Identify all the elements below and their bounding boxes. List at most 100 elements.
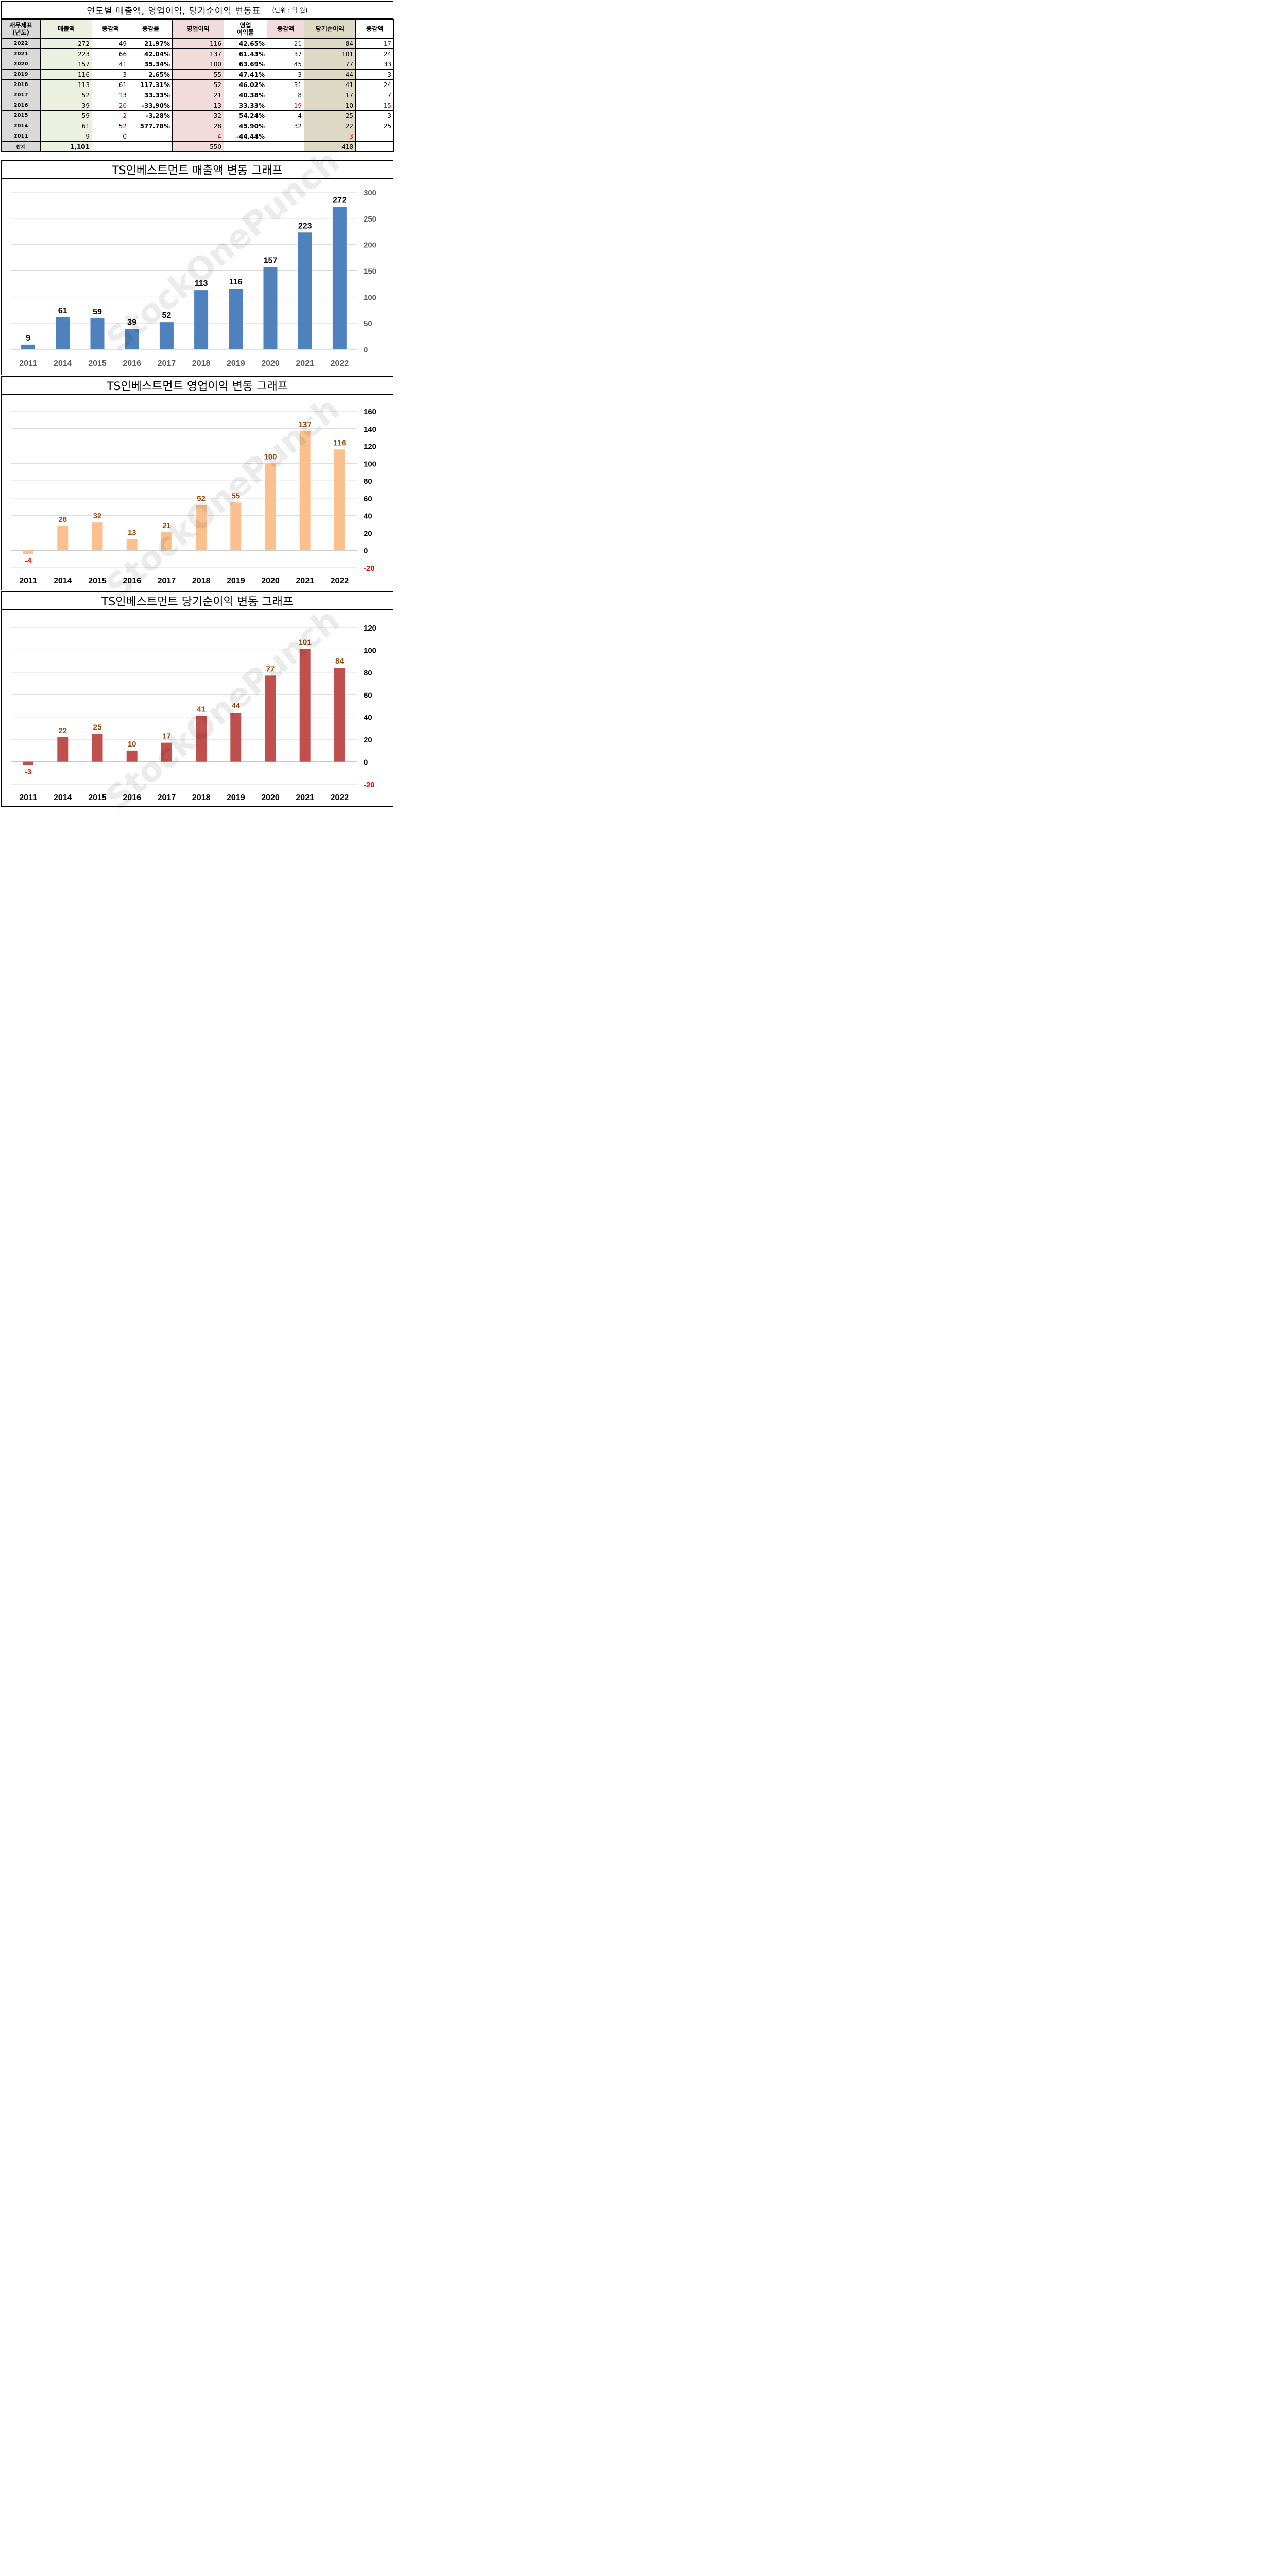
cell-operating-change xyxy=(267,131,304,142)
data-label: 21 xyxy=(162,521,171,530)
x-tick-label: 2021 xyxy=(296,793,314,802)
bar xyxy=(265,675,276,762)
cell-year: 2018 xyxy=(1,79,41,90)
financial-table: 재무제표 (년도) 매출액 증감액 증감률 영업이익 영업 이익률 증감액 당기순이… xyxy=(1,19,394,152)
cell-operating-income: 32 xyxy=(172,110,224,121)
x-tick-label: 2015 xyxy=(88,793,107,802)
bar xyxy=(298,232,312,349)
y-tick-label: 50 xyxy=(364,319,372,328)
net-income-chart-plot: -20 0 20 40 60 80 100 120 -3 2011 22 2014 25 2015 10 20… xyxy=(11,624,376,802)
x-tick-label: 2021 xyxy=(296,577,314,585)
y-tick-label: 20 xyxy=(364,736,372,744)
net-income-chart-title: TS인베스트먼트 당기순이익 변동 그래프 xyxy=(2,592,393,610)
cell-operating-change xyxy=(267,141,304,152)
bar xyxy=(196,505,207,551)
data-label: -3 xyxy=(25,768,31,776)
cell-year: 2019 xyxy=(1,69,41,80)
cell-net-income: 418 xyxy=(304,141,356,152)
cell-net-change: 24 xyxy=(355,48,394,59)
cell-net-change xyxy=(355,131,394,142)
data-label: 55 xyxy=(231,492,240,500)
cell-operating-income: -4 xyxy=(172,131,224,142)
header-year: 재무제표 (년도) xyxy=(1,19,41,39)
cell-operating-margin: 61.43% xyxy=(224,48,267,59)
table-row: 2011 9 0 -4 -44.44% -3 xyxy=(1,131,394,142)
x-tick-label: 2016 xyxy=(123,793,141,802)
y-tick-label: 200 xyxy=(364,241,376,250)
cell-net-income: 77 xyxy=(304,59,356,70)
bar xyxy=(263,267,278,349)
cell-operating-change: 31 xyxy=(267,79,304,90)
cell-operating-change: -21 xyxy=(267,38,304,49)
data-label: 10 xyxy=(128,740,136,749)
y-tick-label: 0 xyxy=(364,547,368,555)
cell-net-income: 101 xyxy=(304,48,356,59)
cell-net-income: 84 xyxy=(304,38,356,49)
x-tick-label: 2016 xyxy=(123,577,141,585)
data-label: 223 xyxy=(298,222,312,230)
x-tick-label: 2019 xyxy=(227,577,245,585)
x-tick-label: 2011 xyxy=(19,793,37,802)
bar xyxy=(299,649,311,762)
table-unit: (단위 : 억 원) xyxy=(272,6,308,14)
x-tick-label: 2011 xyxy=(19,359,37,368)
cell-year: 2011 xyxy=(1,131,41,142)
bar xyxy=(196,716,207,762)
x-tick-label: 2022 xyxy=(331,359,349,368)
data-label: 28 xyxy=(58,515,67,524)
cell-net-change: 3 xyxy=(355,110,394,121)
y-tick-label: 0 xyxy=(364,346,368,354)
y-tick-label: 100 xyxy=(364,460,376,468)
cell-operating-income: 100 xyxy=(172,59,224,70)
x-tick-label: 2015 xyxy=(88,359,107,368)
table-header-row: 재무제표 (년도) 매출액 증감액 증감률 영업이익 영업 이익률 증감액 당기순이… xyxy=(1,19,394,39)
cell-net-income: 44 xyxy=(304,69,356,80)
cell-operating-margin: 46.02% xyxy=(224,79,267,90)
cell-operating-income: 28 xyxy=(172,121,224,131)
data-label: 272 xyxy=(333,196,347,205)
cell-operating-income: 116 xyxy=(172,38,224,49)
data-label: 77 xyxy=(266,665,275,673)
cell-revenue: 39 xyxy=(40,100,92,111)
data-label: 137 xyxy=(299,420,312,429)
cell-net-income: -3 xyxy=(304,131,356,142)
cell-revenue: 113 xyxy=(40,79,92,90)
cell-net-change: -15 xyxy=(355,100,394,111)
cell-operating-change: 3 xyxy=(267,69,304,80)
cell-net-change: 7 xyxy=(355,90,394,100)
table-row: 2019 116 3 2.65% 55 47.41% 3 44 3 xyxy=(1,69,394,80)
x-tick-label: 2018 xyxy=(192,577,211,585)
x-tick-label: 2022 xyxy=(331,793,349,802)
cell-revenue-change: 52 xyxy=(92,121,129,131)
y-tick-label: 40 xyxy=(364,714,372,722)
header-revenue-rate: 증감률 xyxy=(129,19,173,39)
x-tick-label: 2017 xyxy=(158,577,176,585)
cell-revenue-rate: 42.04% xyxy=(129,48,173,59)
table-row: 2016 39 -20 -33.90% 13 33.33% -19 10 -15 xyxy=(1,100,394,111)
y-tick-label: -20 xyxy=(364,781,375,789)
cell-operating-margin: 63.69% xyxy=(224,59,267,70)
cell-operating-change: 4 xyxy=(267,110,304,121)
cell-revenue-change: -2 xyxy=(92,110,129,121)
operating-income-chart: TS인베스트먼트 영업이익 변동 그래프 -20 0 20 40 60 80 100 120 1… xyxy=(1,376,393,590)
cell-net-change: 24 xyxy=(355,79,394,90)
x-tick-label: 2011 xyxy=(19,577,37,585)
table-row: 2021 223 66 42.04% 137 61.43% 37 101 24 xyxy=(1,48,394,59)
cell-year: 2016 xyxy=(1,100,41,111)
data-label: -4 xyxy=(25,556,32,565)
x-tick-label: 2014 xyxy=(54,577,72,585)
header-operating-margin: 영업 이익률 xyxy=(224,19,267,39)
cell-operating-margin: 42.65% xyxy=(224,38,267,49)
cell-operating-income: 52 xyxy=(172,79,224,90)
header-revenue: 매출액 xyxy=(40,19,92,39)
bar xyxy=(23,550,34,554)
data-label: 116 xyxy=(333,438,346,447)
bar xyxy=(334,668,345,762)
data-label: 25 xyxy=(93,723,102,732)
cell-year: 2014 xyxy=(1,121,41,131)
bar xyxy=(229,289,243,349)
x-tick-label: 2018 xyxy=(192,793,211,802)
cell-revenue: 157 xyxy=(40,59,92,70)
cell-net-income: 22 xyxy=(304,121,356,131)
x-tick-label: 2020 xyxy=(261,793,280,802)
